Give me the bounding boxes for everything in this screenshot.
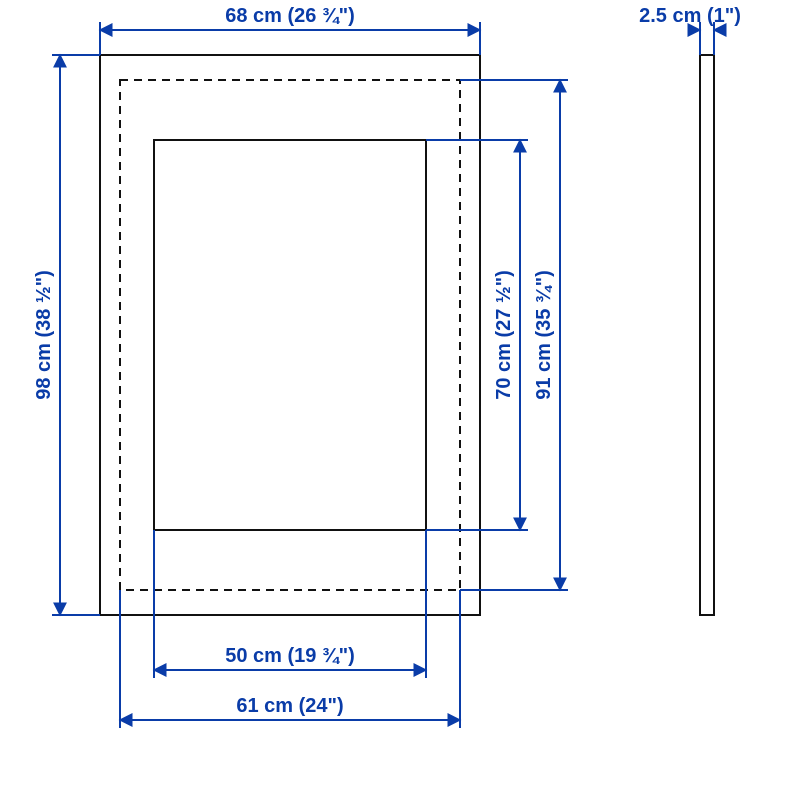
dim-dashed-width-label: 61 cm (24") [236,695,343,717]
frame-inner [154,140,426,530]
frame-mat-dashed [120,80,460,590]
dim-top-width: 68 cm (26 ¾") [100,5,480,55]
dim-inner-height: 70 cm (27 ½") [426,140,528,530]
side-profile [700,55,714,615]
dim-dashed-height-label: 91 cm (35 ¾") [533,270,555,400]
dim-inner-width: 50 cm (19 ¾") [154,530,426,678]
dim-inner-width-label: 50 cm (19 ¾") [225,645,355,667]
dim-top-width-label: 68 cm (26 ¾") [225,5,355,27]
dim-left-height: 98 cm (38 ½") [33,55,100,615]
dim-profile-depth: 2.5 cm (1") [639,5,741,55]
dim-profile-depth-label: 2.5 cm (1") [639,5,741,27]
dim-left-height-label: 98 cm (38 ½") [33,270,55,400]
dim-inner-height-label: 70 cm (27 ½") [493,270,515,400]
